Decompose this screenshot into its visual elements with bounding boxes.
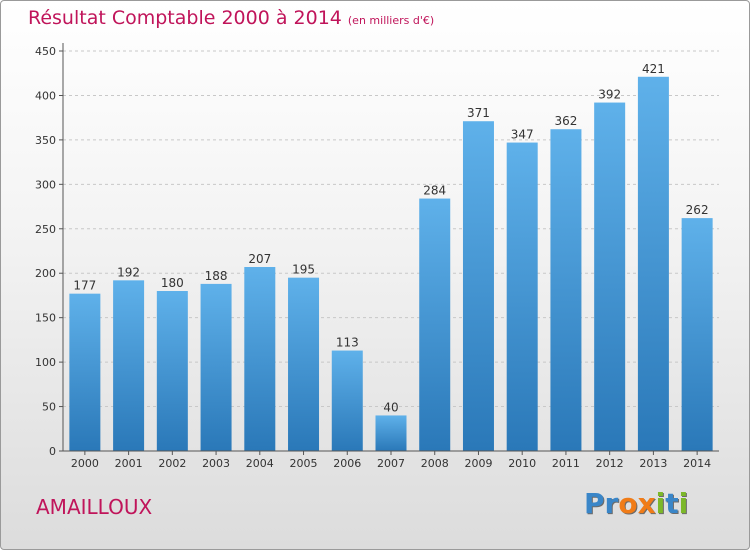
x-tick-label: 2013 bbox=[639, 457, 667, 470]
bar-value-label: 192 bbox=[117, 265, 140, 279]
x-tick-label: 2006 bbox=[333, 457, 361, 470]
proxiti-logo[interactable]: Proxiti bbox=[584, 487, 688, 520]
bar bbox=[506, 142, 538, 452]
bar bbox=[462, 121, 494, 451]
x-tick-label: 2000 bbox=[71, 457, 99, 470]
logo-letter: r bbox=[604, 487, 619, 520]
y-tick-label: 450 bbox=[35, 45, 56, 58]
bar bbox=[113, 280, 145, 451]
x-tick-label: 2008 bbox=[421, 457, 449, 470]
bar-value-label: 262 bbox=[686, 203, 709, 217]
y-tick-label: 400 bbox=[35, 89, 56, 102]
bar-value-label: 392 bbox=[598, 88, 621, 102]
bar bbox=[331, 350, 363, 451]
bar-value-label: 207 bbox=[248, 252, 271, 266]
logo-letter: i bbox=[655, 487, 666, 520]
bar-value-label: 180 bbox=[161, 276, 184, 290]
commune-name: AMAILLOUX bbox=[36, 495, 153, 519]
bar-value-label: 284 bbox=[423, 184, 446, 198]
bar bbox=[550, 129, 582, 451]
bars bbox=[69, 76, 713, 452]
x-tick-label: 2004 bbox=[246, 457, 274, 470]
bar bbox=[637, 76, 669, 452]
logo-letter: t bbox=[665, 487, 679, 520]
bar-value-label: 371 bbox=[467, 106, 490, 120]
bar-value-label: 362 bbox=[554, 114, 577, 128]
bar bbox=[200, 283, 232, 451]
axes bbox=[59, 43, 719, 455]
chart-title-block: Résultat Comptable 2000 à 2014 (en millie… bbox=[28, 7, 434, 29]
bar-value-label: 188 bbox=[205, 269, 228, 283]
y-tick-label: 150 bbox=[35, 312, 56, 325]
x-tick-label: 2009 bbox=[464, 457, 492, 470]
x-tick-label: 2010 bbox=[508, 457, 536, 470]
y-tick-label: 50 bbox=[42, 401, 56, 414]
bar-value-label: 421 bbox=[642, 62, 665, 76]
x-tick-label: 2002 bbox=[158, 457, 186, 470]
y-tick-label: 100 bbox=[35, 356, 56, 369]
y-tick-label: 350 bbox=[35, 134, 56, 147]
x-tick-label: 2005 bbox=[290, 457, 318, 470]
logo-letter: i bbox=[678, 487, 689, 520]
bar bbox=[375, 415, 407, 451]
y-tick-label: 200 bbox=[35, 267, 56, 280]
logo-letter: x bbox=[637, 487, 656, 520]
x-tick-label: 2011 bbox=[552, 457, 580, 470]
bar bbox=[419, 198, 451, 451]
y-tick-label: 300 bbox=[35, 178, 56, 191]
bar-value-label: 40 bbox=[383, 400, 398, 414]
bar bbox=[244, 267, 276, 451]
bar-value-label: 195 bbox=[292, 263, 315, 277]
chart-subtitle: (en milliers d'€) bbox=[347, 14, 435, 27]
bar bbox=[156, 291, 188, 451]
x-tick-label: 2012 bbox=[596, 457, 624, 470]
chart-title: Résultat Comptable 2000 à 2014 bbox=[28, 7, 342, 29]
logo-letter: o bbox=[618, 487, 638, 520]
x-tick-label: 2007 bbox=[377, 457, 405, 470]
x-tick-label: 2003 bbox=[202, 457, 230, 470]
bar-value-label: 113 bbox=[336, 336, 359, 350]
logo-letter: P bbox=[584, 487, 605, 520]
bar bbox=[69, 293, 101, 451]
bar-value-label: 177 bbox=[73, 279, 96, 293]
bar bbox=[681, 218, 713, 451]
bar bbox=[288, 277, 320, 451]
y-tick-label: 250 bbox=[35, 223, 56, 236]
x-tick-label: 2014 bbox=[683, 457, 711, 470]
bar-value-label: 347 bbox=[511, 128, 534, 142]
y-tick-label: 0 bbox=[49, 445, 56, 458]
x-tick-label: 2001 bbox=[115, 457, 143, 470]
labels: 0 50 100 150 200 250 300 350 400 450 177 2000 192 200… bbox=[35, 45, 711, 470]
bar bbox=[594, 102, 626, 452]
